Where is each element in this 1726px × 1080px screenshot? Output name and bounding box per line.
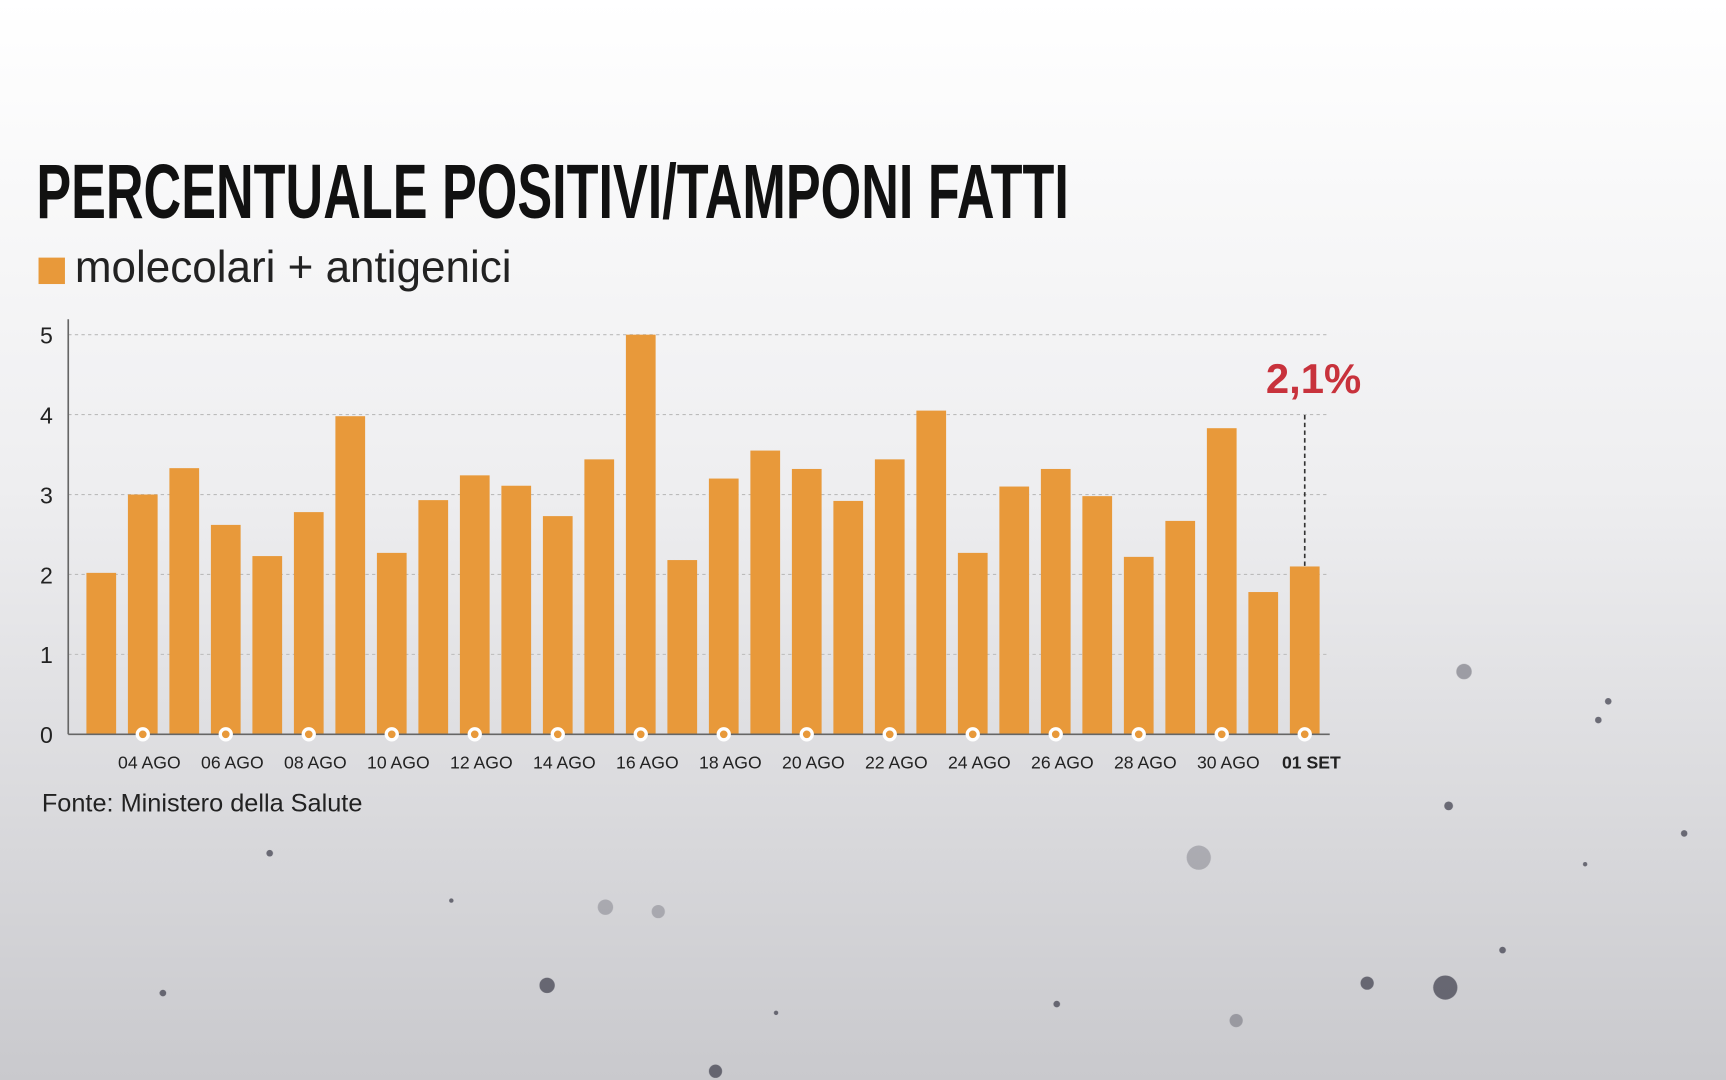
bar xyxy=(542,516,573,735)
x-tick-marker xyxy=(1214,727,1229,742)
chart-title: PERCENTUALE POSITIVI/TAMPONI FATTI xyxy=(36,149,1069,235)
bar xyxy=(874,459,905,735)
x-tick-label: 28 AGO xyxy=(1114,752,1177,772)
x-tick-marker xyxy=(1297,727,1312,742)
bar xyxy=(127,494,158,735)
x-tick-marker xyxy=(301,727,316,742)
bar xyxy=(1082,496,1113,735)
bar xyxy=(708,478,739,735)
bar xyxy=(335,416,366,735)
bar xyxy=(1165,520,1196,735)
x-tick-marker xyxy=(550,727,565,742)
y-tick-label: 3 xyxy=(40,482,53,508)
bar xyxy=(1040,468,1071,735)
legend-swatch xyxy=(38,257,65,285)
x-tick-marker xyxy=(965,727,980,742)
bar xyxy=(625,334,656,735)
bar xyxy=(1248,592,1279,735)
y-tick-label: 1 xyxy=(40,642,53,668)
annotation: 2,1% xyxy=(1266,355,1361,402)
bar xyxy=(916,410,947,735)
x-tick-marker xyxy=(135,727,150,742)
y-tick-label: 0 xyxy=(40,722,53,748)
bar xyxy=(750,450,781,735)
x-tick-marker xyxy=(384,727,399,742)
bar xyxy=(293,512,324,735)
x-tick-marker xyxy=(633,727,648,742)
x-tick-label: 20 AGO xyxy=(782,752,845,772)
x-tick-label: 01 SET xyxy=(1282,752,1341,772)
x-tick-marker xyxy=(1048,727,1063,742)
bar xyxy=(376,552,407,735)
bar xyxy=(210,524,241,735)
bar xyxy=(957,552,988,735)
x-tick-marker xyxy=(716,727,731,742)
decor-dots xyxy=(159,663,1688,1078)
x-tick-label: 12 AGO xyxy=(450,752,513,772)
x-tick-label: 16 AGO xyxy=(616,752,679,772)
bar xyxy=(667,560,698,735)
bar xyxy=(1206,428,1237,735)
bar xyxy=(1123,556,1154,735)
bar xyxy=(501,485,532,735)
bar xyxy=(418,500,449,735)
bar xyxy=(252,556,283,735)
x-tick-label: 22 AGO xyxy=(865,752,928,772)
x-tick-marker xyxy=(218,727,233,742)
x-tick-label: 10 AGO xyxy=(367,752,430,772)
bar xyxy=(86,572,117,735)
source: Fonte: Ministero della Salute xyxy=(42,789,363,817)
bar xyxy=(999,486,1030,735)
legend-label: molecolari + antigenici xyxy=(75,243,512,292)
x-tick-label: 18 AGO xyxy=(699,752,762,772)
x-tick-label: 04 AGO xyxy=(118,752,181,772)
bar xyxy=(791,468,822,735)
x-tick-label: 06 AGO xyxy=(201,752,264,772)
x-tick-label: 14 AGO xyxy=(533,752,596,772)
x-tick-marker xyxy=(882,727,897,742)
x-tick-label: 30 AGO xyxy=(1197,752,1260,772)
bar xyxy=(584,459,615,735)
x-tick-marker xyxy=(1131,727,1146,742)
x-tick-label: 26 AGO xyxy=(1031,752,1094,772)
x-tick-label: 24 AGO xyxy=(948,752,1011,772)
bar xyxy=(459,475,490,735)
bar xyxy=(1289,566,1320,735)
bar xyxy=(833,500,864,735)
x-tick-marker xyxy=(799,727,814,742)
x-tick-label: 08 AGO xyxy=(284,752,347,772)
y-tick-label: 5 xyxy=(40,322,53,348)
bar xyxy=(169,468,200,735)
y-tick-label: 4 xyxy=(40,402,53,428)
x-tick-marker xyxy=(467,727,482,742)
y-tick-label: 2 xyxy=(40,562,53,588)
